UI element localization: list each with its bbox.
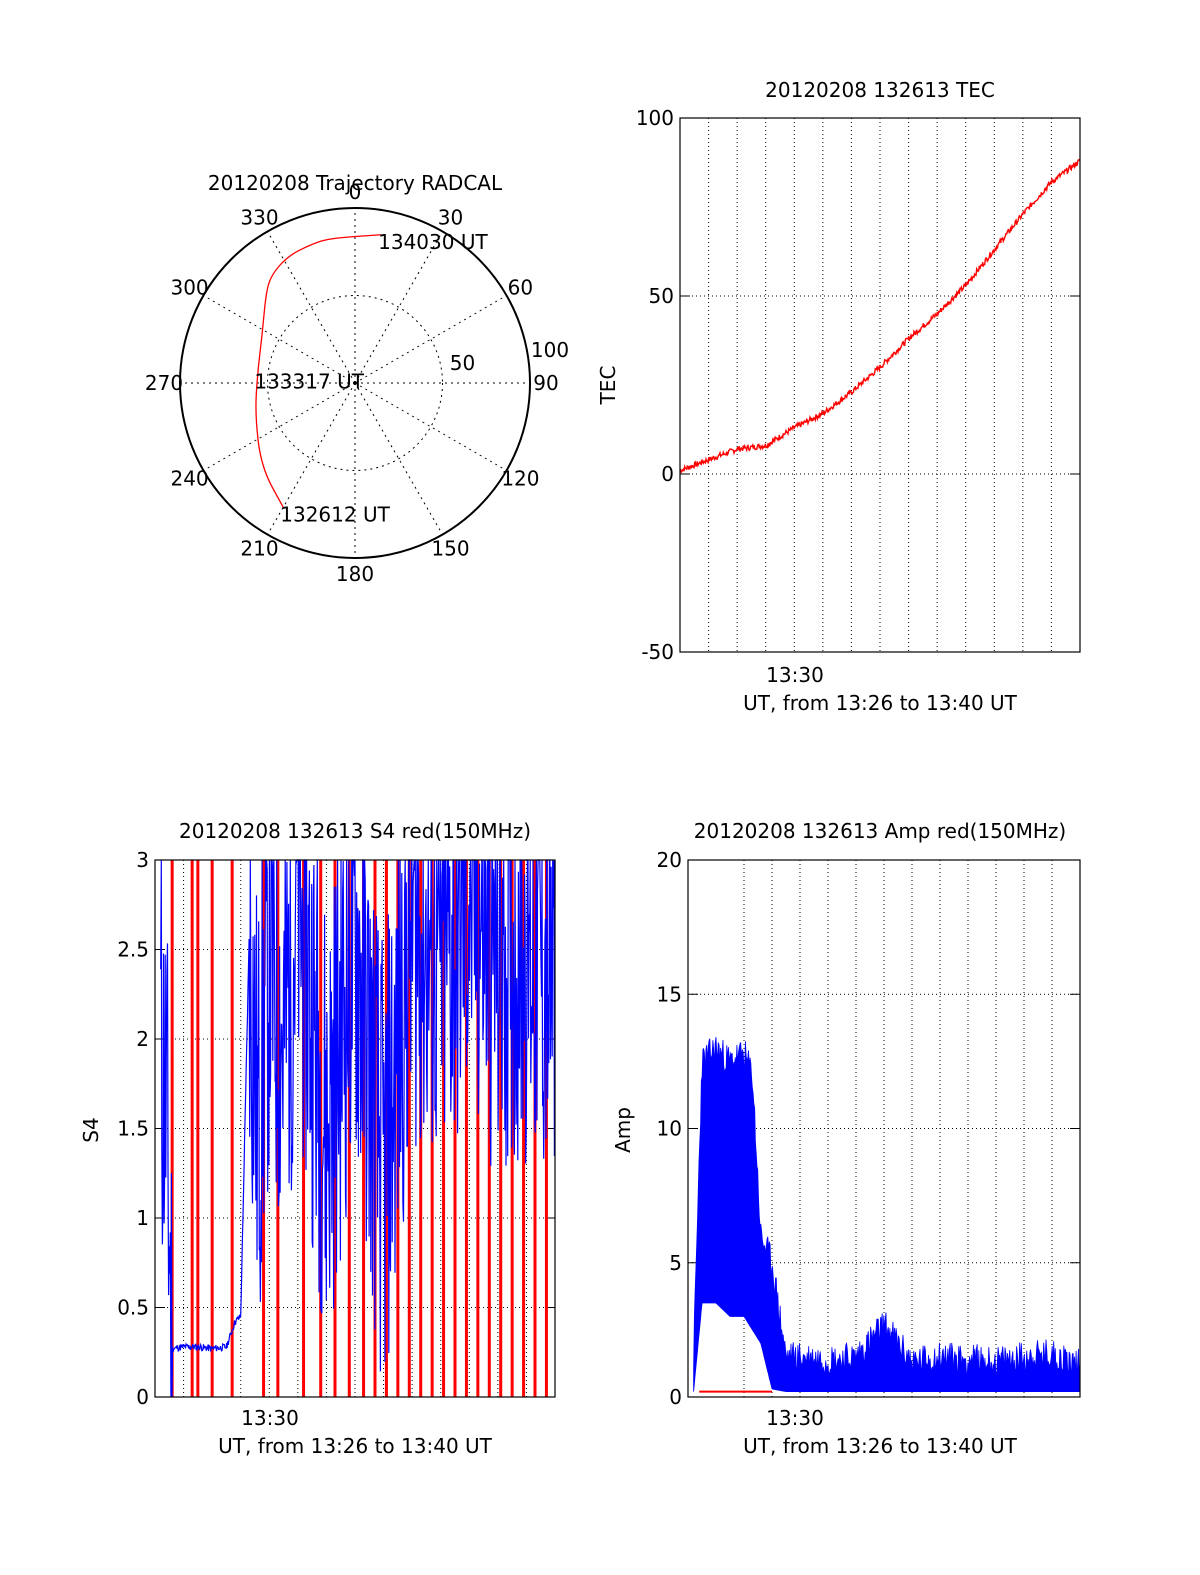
y-tick-label: -50 (641, 640, 674, 664)
polar-angle-labels: 0 30 60 90 120 150 180 210 240 270 300 330 (145, 180, 559, 586)
red-spike (464, 860, 468, 1397)
y-tick-label: 20 (657, 848, 682, 872)
polar-angle-tick-label: 180 (336, 562, 374, 586)
polar-grid-spoke (203, 295, 356, 384)
s4-x-axis-label: UT, from 13:26 to 13:40 UT (218, 1434, 493, 1458)
red-spike (407, 860, 411, 1397)
tec-series-line (679, 158, 1081, 474)
amp-y-axis-label: Amp (611, 1107, 635, 1153)
amp-blue-band (693, 1037, 1081, 1392)
y-tick-label: 0 (669, 1385, 682, 1409)
red-spike (347, 860, 351, 1397)
amp-grid (688, 859, 1080, 1398)
polar-panel: 20120208 Trajectory RADCAL 0 30 60 90 120 150… (145, 171, 569, 586)
polar-radius-label: 100 (531, 338, 569, 362)
s4-plot-frame (154, 859, 556, 1398)
tec-x-axis-label: UT, from 13:26 to 13:40 UT (743, 691, 1018, 715)
amp-title: 20120208 132613 Amp red(150MHz) (694, 819, 1066, 843)
amp-y-tick-labels: 0 5 10 15 20 (657, 848, 682, 1409)
y-tick-label: 0 (136, 1385, 149, 1409)
tec-y-axis-label: TEC (596, 366, 620, 406)
polar-radius-label: 50 (450, 351, 475, 375)
red-spike (442, 860, 446, 1397)
polar-grid-spoke (354, 382, 443, 535)
y-tick-label: 2 (136, 1027, 149, 1051)
red-spike (230, 860, 234, 1397)
polar-grid-spoke (267, 231, 356, 384)
polar-angle-tick-label: 0 (349, 180, 362, 204)
polar-grid (179, 207, 531, 559)
polar-angle-tick-label: 30 (438, 206, 463, 230)
polar-angle-tick-label: 300 (170, 276, 208, 300)
red-spike (196, 860, 200, 1397)
polar-angle-tick-label: 270 (145, 371, 183, 395)
red-spike (476, 860, 480, 1397)
polar-grid-spoke (354, 295, 507, 384)
y-tick-label: 0.5 (117, 1296, 149, 1320)
s4-y-axis-label: S4 (79, 1117, 103, 1142)
trajectory-line (255, 234, 382, 508)
polar-angle-tick-label: 330 (240, 206, 278, 230)
red-spike (522, 860, 526, 1397)
amp-plot-frame (687, 859, 1081, 1398)
amp-x-tick-label: 13:30 (766, 1406, 824, 1430)
y-tick-label: 2.5 (117, 938, 149, 962)
polar-angle-tick-label: 120 (501, 467, 539, 491)
s4-x-tick-label: 13:30 (241, 1406, 299, 1430)
polar-radius-labels: 50 100 (450, 338, 569, 375)
y-tick-label: 1 (136, 1206, 149, 1230)
y-tick-label: 10 (657, 1117, 682, 1141)
s4-y-tick-labels: 0 0.5 1 1.5 2 2.5 3 (117, 848, 149, 1409)
red-spike (190, 860, 194, 1397)
polar-angle-tick-label: 60 (508, 276, 533, 300)
trajectory-annotations: 134030 UT 133317 UT 132612 UT (254, 230, 488, 526)
tec-x-tick-label: 13:30 (766, 663, 824, 687)
s4-panel: 20120208 132613 S4 red(150MHz) 0 0.5 1 1.5 2… (79, 819, 556, 1458)
red-spike (170, 860, 174, 1397)
tec-title: 20120208 132613 TEC (765, 78, 995, 102)
polar-grid-spoke (354, 231, 443, 384)
y-tick-label: 0 (661, 462, 674, 486)
polar-angle-tick-label: 240 (170, 467, 208, 491)
polar-grid-spoke (267, 382, 356, 535)
trajectory-time-label: 133317 UT (254, 369, 364, 393)
trajectory-time-label: 134030 UT (378, 230, 488, 254)
polar-angle-tick-label: 150 (431, 536, 469, 560)
red-spike (210, 860, 214, 1397)
polar-title: 20120208 Trajectory RADCAL (208, 171, 503, 195)
tec-panel: 20120208 132613 TEC 100 50 0 -50 13:30 UT, … (596, 78, 1081, 715)
polar-angle-tick-label: 210 (240, 536, 278, 560)
y-tick-label: 5 (669, 1251, 682, 1275)
polar-angle-tick-label: 90 (533, 371, 558, 395)
y-tick-label: 100 (636, 106, 674, 130)
y-tick-label: 3 (136, 848, 149, 872)
trajectory-time-label: 132612 UT (280, 502, 390, 526)
amp-panel: 20120208 132613 Amp red(150MHz) 0 5 10 15 20… (611, 819, 1081, 1458)
polar-grid-spoke (354, 382, 507, 471)
tec-y-tick-labels: 100 50 0 -50 (636, 106, 674, 664)
tec-grid (680, 117, 1080, 653)
red-spike (487, 860, 491, 1397)
y-tick-label: 50 (649, 284, 674, 308)
s4-title: 20120208 132613 S4 red(150MHz) (179, 819, 531, 843)
amp-x-axis-label: UT, from 13:26 to 13:40 UT (743, 1434, 1018, 1458)
red-spike (453, 860, 457, 1397)
polar-grid-circle (267, 295, 443, 471)
tec-plot-frame (679, 117, 1081, 653)
polar-grid-spoke (203, 382, 356, 471)
y-tick-label: 15 (657, 982, 682, 1006)
y-tick-label: 1.5 (117, 1117, 149, 1141)
red-spike (499, 860, 503, 1397)
